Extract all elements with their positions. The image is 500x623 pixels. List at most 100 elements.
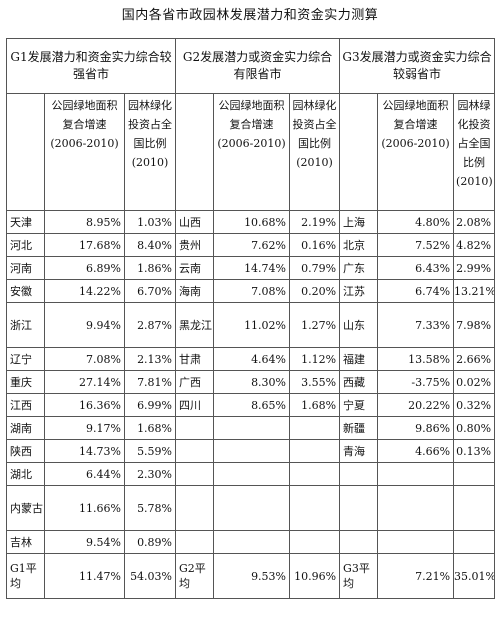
growth-cell: 13.58% (377, 347, 455, 371)
province-cell: 河北 (6, 233, 45, 257)
growth-cell: 8.30% (213, 370, 291, 394)
growth-cell (377, 462, 455, 486)
province-cell: 浙江 (6, 302, 45, 348)
invest-cell: 13.21% (453, 279, 496, 303)
invest-cell: 35.01% (453, 553, 496, 599)
growth-cell: 6.43% (377, 256, 455, 280)
invest-cell (289, 439, 341, 463)
invest-cell: 5.59% (123, 439, 177, 463)
invest-cell (289, 530, 341, 554)
group-header-g3: G3发展潜力或资金实力综合较弱省市 (339, 38, 496, 94)
province-cell (339, 485, 379, 531)
growth-cell: 10.68% (213, 210, 291, 234)
invest-cell: 1.86% (123, 256, 177, 280)
invest-cell: 2.66% (453, 347, 496, 371)
header-invest-g2: 园林绿化投资占全国比例(2010) (289, 93, 341, 211)
invest-cell: 6.70% (123, 279, 177, 303)
invest-cell: 1.68% (123, 416, 177, 440)
province-cell: 江西 (6, 393, 45, 417)
growth-cell: 27.14% (44, 370, 125, 394)
province-cell (175, 485, 215, 531)
header-invest-g1: 园林绿化投资占全国比例(2010) (123, 93, 177, 211)
invest-cell: 7.98% (453, 302, 496, 348)
table-row: 重庆 27.14% 7.81% 广西 8.30% 3.55% 西藏 -3.75% 0.02% (6, 370, 496, 394)
growth-cell: 4.80% (377, 210, 455, 234)
growth-cell: 9.54% (44, 530, 125, 554)
province-cell: 湖北 (6, 462, 45, 486)
table-row: 河南 6.89% 1.86% 云南 14.74% 0.79% 广东 6.43% 2.99% (6, 256, 496, 280)
invest-cell (289, 416, 341, 440)
province-cell: 山东 (339, 302, 379, 348)
province-cell: 广西 (175, 370, 215, 394)
growth-cell: 11.66% (44, 485, 125, 531)
province-cell: 云南 (175, 256, 215, 280)
table-row: 天津 8.95% 1.03% 山西 10.68% 2.19% 上海 4.80% 2.08% (6, 210, 496, 234)
province-cell: 四川 (175, 393, 215, 417)
province-cell: 安徽 (6, 279, 45, 303)
header-invest-g3: 园林绿化投资占全国比例(2010) (453, 93, 496, 211)
invest-cell (289, 485, 341, 531)
growth-cell (213, 416, 291, 440)
growth-cell: 7.62% (213, 233, 291, 257)
invest-cell: 2.30% (123, 462, 177, 486)
growth-cell (213, 485, 291, 531)
invest-cell: 3.55% (289, 370, 341, 394)
invest-cell: 8.40% (123, 233, 177, 257)
growth-cell (213, 530, 291, 554)
province-cell (175, 439, 215, 463)
table-row: 江西 16.36% 6.99% 四川 8.65% 1.68% 宁夏 20.22% 0.32% (6, 393, 496, 417)
province-cell: 山西 (175, 210, 215, 234)
province-cell: 上海 (339, 210, 379, 234)
growth-cell: 17.68% (44, 233, 125, 257)
invest-cell: 7.81% (123, 370, 177, 394)
invest-cell: 0.16% (289, 233, 341, 257)
table-row: 辽宁 7.08% 2.13% 甘肃 4.64% 1.12% 福建 13.58% 2.66% (6, 347, 496, 371)
growth-cell: 7.52% (377, 233, 455, 257)
growth-cell (213, 462, 291, 486)
group-header-g2: G2发展潜力或资金实力综合有限省市 (175, 38, 341, 94)
invest-cell (453, 530, 496, 554)
invest-cell: 0.13% (453, 439, 496, 463)
data-table: G1发展潜力和资金实力综合较强省市 G2发展潜力或资金实力综合有限省市 G3发展… (5, 38, 496, 599)
invest-cell: 2.87% (123, 302, 177, 348)
province-cell (339, 462, 379, 486)
growth-cell: 9.94% (44, 302, 125, 348)
group-header-row: G1发展潜力和资金实力综合较强省市 G2发展潜力或资金实力综合有限省市 G3发展… (5, 38, 496, 94)
header-growth-g3: 公园绿地面积复合增速(2006-2010) (377, 93, 455, 211)
growth-cell: 16.36% (44, 393, 125, 417)
invest-cell: 0.80% (453, 416, 496, 440)
table-row: 陕西 14.73% 5.59% 青海 4.66% 0.13% (6, 439, 496, 463)
growth-cell: 9.86% (377, 416, 455, 440)
page-title: 国内各省市政园林发展潜力和资金实力测算 (121, 8, 379, 23)
province-cell: 河南 (6, 256, 45, 280)
province-cell: 福建 (339, 347, 379, 371)
table-row: 河北 17.68% 8.40% 贵州 7.62% 0.16% 北京 7.52% 4.82% (6, 233, 496, 257)
growth-cell: 7.08% (213, 279, 291, 303)
growth-cell: 7.08% (44, 347, 125, 371)
province-cell: 重庆 (6, 370, 45, 394)
invest-cell: 6.99% (123, 393, 177, 417)
invest-cell: 0.02% (453, 370, 496, 394)
growth-cell: 7.21% (377, 553, 455, 599)
invest-cell: 1.27% (289, 302, 341, 348)
growth-cell: 14.22% (44, 279, 125, 303)
growth-cell (213, 439, 291, 463)
growth-cell: 6.74% (377, 279, 455, 303)
growth-cell: 6.44% (44, 462, 125, 486)
invest-cell (289, 462, 341, 486)
growth-cell: 11.47% (44, 553, 125, 599)
province-cell: 甘肃 (175, 347, 215, 371)
province-cell: 海南 (175, 279, 215, 303)
invest-cell: 4.82% (453, 233, 496, 257)
invest-cell: 0.79% (289, 256, 341, 280)
growth-cell: 6.89% (44, 256, 125, 280)
header-blank-g2 (175, 93, 215, 211)
province-cell: 黑龙江 (175, 302, 215, 348)
province-cell: G2平均 (175, 553, 215, 599)
growth-cell: 14.73% (44, 439, 125, 463)
province-cell (175, 530, 215, 554)
invest-cell: 2.19% (289, 210, 341, 234)
invest-cell: 0.20% (289, 279, 341, 303)
province-cell (175, 416, 215, 440)
province-cell: 宁夏 (339, 393, 379, 417)
